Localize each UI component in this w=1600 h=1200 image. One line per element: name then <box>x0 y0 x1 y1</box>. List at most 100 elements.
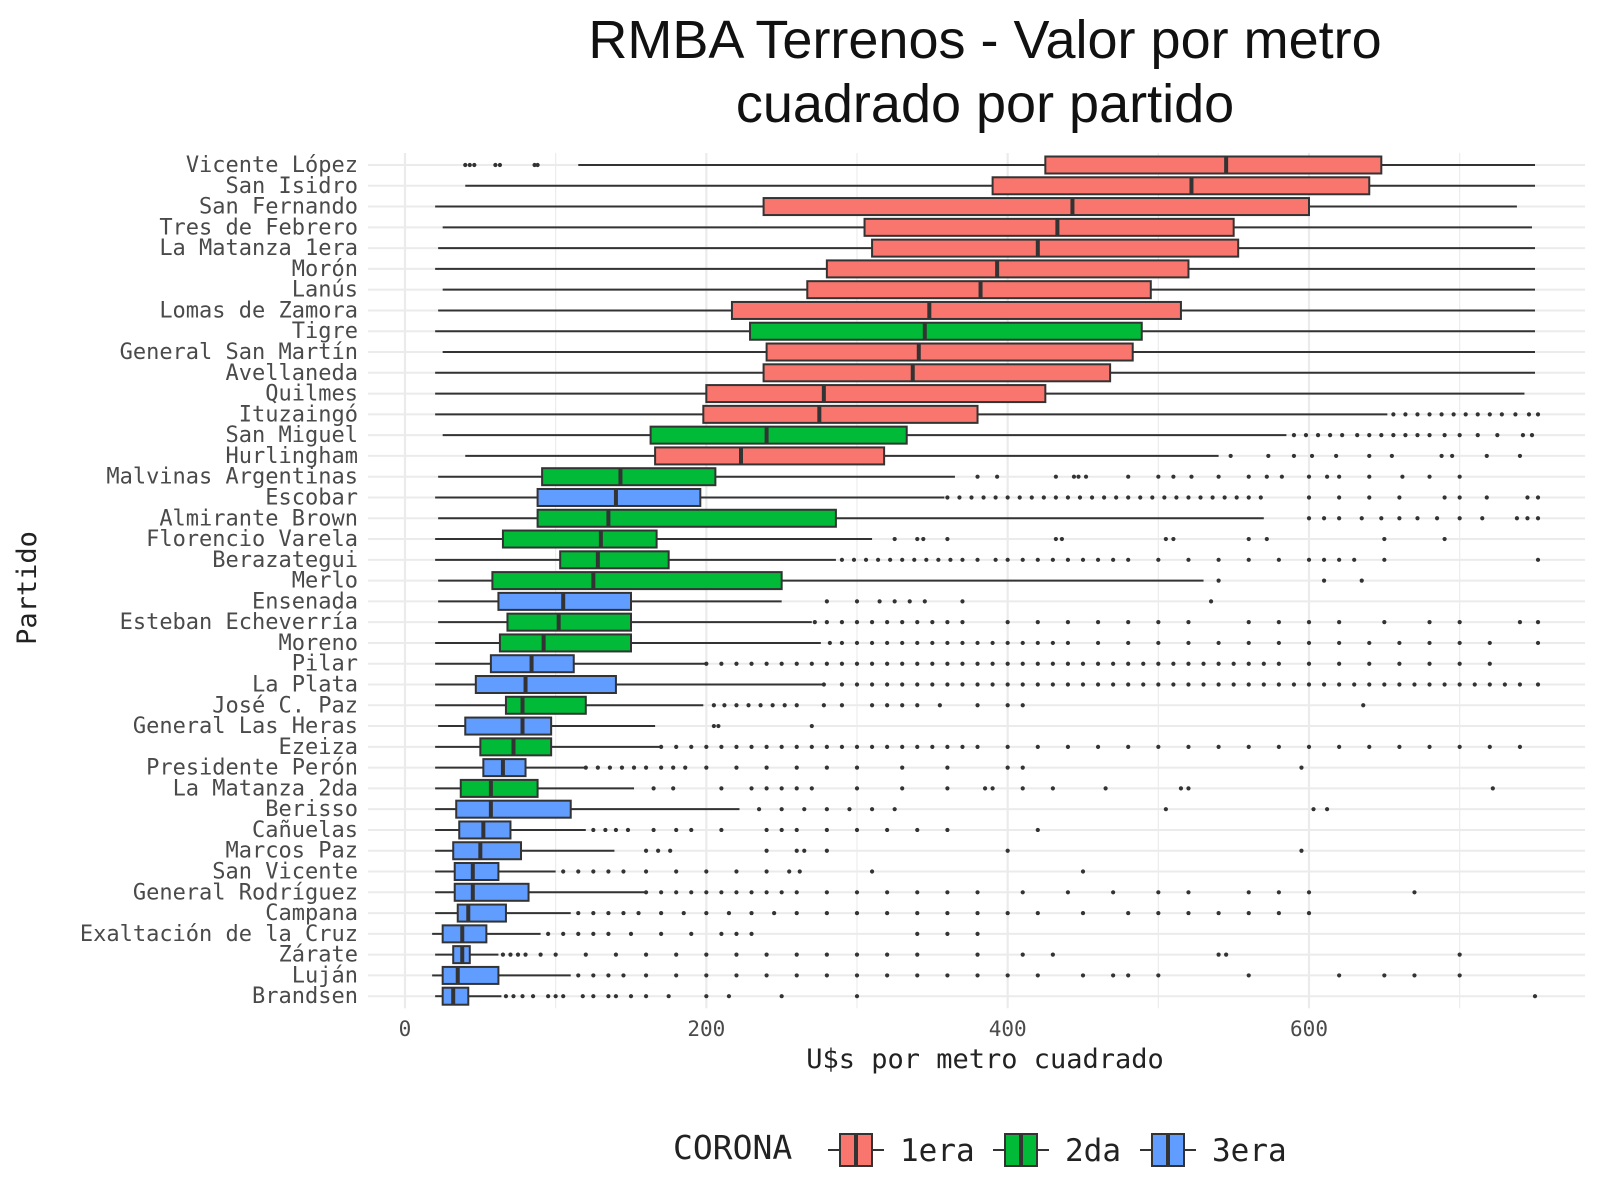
outlier-point <box>711 703 716 708</box>
box <box>441 924 488 944</box>
outlier-point <box>1397 640 1402 646</box>
y-tick-label: Florencio Varela <box>146 527 358 552</box>
outlier-point <box>885 620 890 625</box>
outlier-point <box>1095 557 1101 562</box>
outlier-point <box>1005 744 1010 749</box>
outlier-point <box>937 703 942 708</box>
outlier-point <box>945 682 950 687</box>
x-tick-label: 600 <box>1290 1017 1328 1041</box>
outlier-point <box>821 682 826 687</box>
outlier-point <box>948 557 953 562</box>
outlier-point <box>809 744 814 749</box>
y-tick-label: Almirante Brown <box>159 506 358 531</box>
outlier-point <box>900 682 905 687</box>
boxplot-row <box>435 487 1541 507</box>
outlier-point <box>1427 433 1432 438</box>
outlier-point <box>1041 495 1046 500</box>
outlier-point <box>1306 516 1312 521</box>
outlier-point <box>497 162 503 168</box>
x-axis-ticks: 0 200 400 600 <box>399 1017 1328 1041</box>
outlier-point <box>1156 640 1161 646</box>
outlier-point <box>921 536 926 542</box>
box <box>498 633 633 653</box>
y-tick-label: Ituzaingó <box>239 402 358 427</box>
outlier-point <box>960 661 965 666</box>
outlier-point <box>915 827 920 833</box>
outlier-point <box>1306 640 1312 646</box>
outlier-point <box>674 869 679 874</box>
boxplot-row <box>435 363 1535 383</box>
box <box>1044 155 1383 175</box>
outlier-point <box>704 952 709 957</box>
y-axis-title: Partido <box>12 531 43 645</box>
y-tick-label: Luján <box>292 963 358 988</box>
outlier-point <box>1208 599 1214 604</box>
outlier-point <box>975 910 980 916</box>
outlier-point <box>945 931 950 936</box>
outlier-point <box>1111 682 1116 687</box>
outlier-point <box>1171 536 1176 542</box>
outlier-point <box>1059 536 1065 542</box>
outlier-point <box>1276 744 1281 749</box>
outlier-point <box>1306 495 1312 500</box>
outlier-point <box>1327 433 1333 438</box>
box <box>491 571 783 591</box>
outlier-point <box>1156 620 1161 625</box>
x-tick-label: 400 <box>989 1017 1027 1041</box>
outlier-point <box>945 620 950 625</box>
outlier-point <box>1020 952 1025 957</box>
x-tick-label: 200 <box>687 1017 725 1041</box>
outlier-point <box>1005 682 1010 687</box>
outlier-point <box>779 661 784 666</box>
outlier-point <box>1397 495 1402 500</box>
outlier-point <box>1005 557 1010 562</box>
outlier-point <box>802 807 807 812</box>
outlier-point <box>1517 453 1523 459</box>
outlier-point <box>535 162 540 168</box>
outlier-point <box>1005 848 1010 853</box>
outlier-point <box>1234 495 1239 500</box>
box <box>559 550 670 570</box>
outlier-point <box>1035 661 1040 666</box>
boxplot-row <box>435 820 1040 840</box>
outlier-point <box>1517 620 1523 625</box>
outlier-point <box>734 703 739 708</box>
boxplot-row <box>435 945 1462 965</box>
outlier-point <box>1156 661 1161 666</box>
outlier-point <box>1216 682 1221 687</box>
outlier-point <box>764 765 769 770</box>
outlier-point <box>839 744 845 749</box>
outlier-point <box>1231 661 1236 666</box>
outlier-point <box>1005 620 1010 625</box>
outlier-point <box>915 640 920 646</box>
outlier-point <box>704 869 709 874</box>
outlier-point <box>613 994 619 999</box>
y-tick-label: Pilar <box>292 652 358 677</box>
outlier-point <box>1525 495 1530 500</box>
outlier-point <box>975 931 980 936</box>
outlier-point <box>930 661 935 666</box>
outlier-point <box>523 952 528 957</box>
outlier-point <box>1186 620 1191 625</box>
outlier-point <box>1050 557 1055 562</box>
outlier-point <box>1246 474 1251 479</box>
outlier-point <box>885 910 890 916</box>
box <box>455 799 572 819</box>
y-tick-label: General Rodríguez <box>133 880 358 905</box>
outlier-point <box>945 890 950 895</box>
chart-title-line-2: cuadrado por partido <box>736 74 1234 134</box>
outlier-point <box>824 910 829 916</box>
chart-title: RMBA Terrenos - Valor por metro cuadrado… <box>588 10 1381 134</box>
outlier-point <box>975 703 980 708</box>
outlier-point <box>1111 973 1116 978</box>
outlier-point <box>869 620 875 625</box>
y-tick-label: Ezeiza <box>279 735 358 760</box>
outlier-point <box>1141 682 1146 687</box>
outlier-point <box>1484 495 1489 500</box>
outlier-point <box>1337 557 1342 562</box>
outlier-point <box>1246 536 1251 542</box>
outlier-point <box>1457 682 1462 687</box>
outlier-point <box>1198 495 1203 500</box>
outlier-point <box>1005 640 1010 646</box>
outlier-point <box>1020 890 1025 895</box>
